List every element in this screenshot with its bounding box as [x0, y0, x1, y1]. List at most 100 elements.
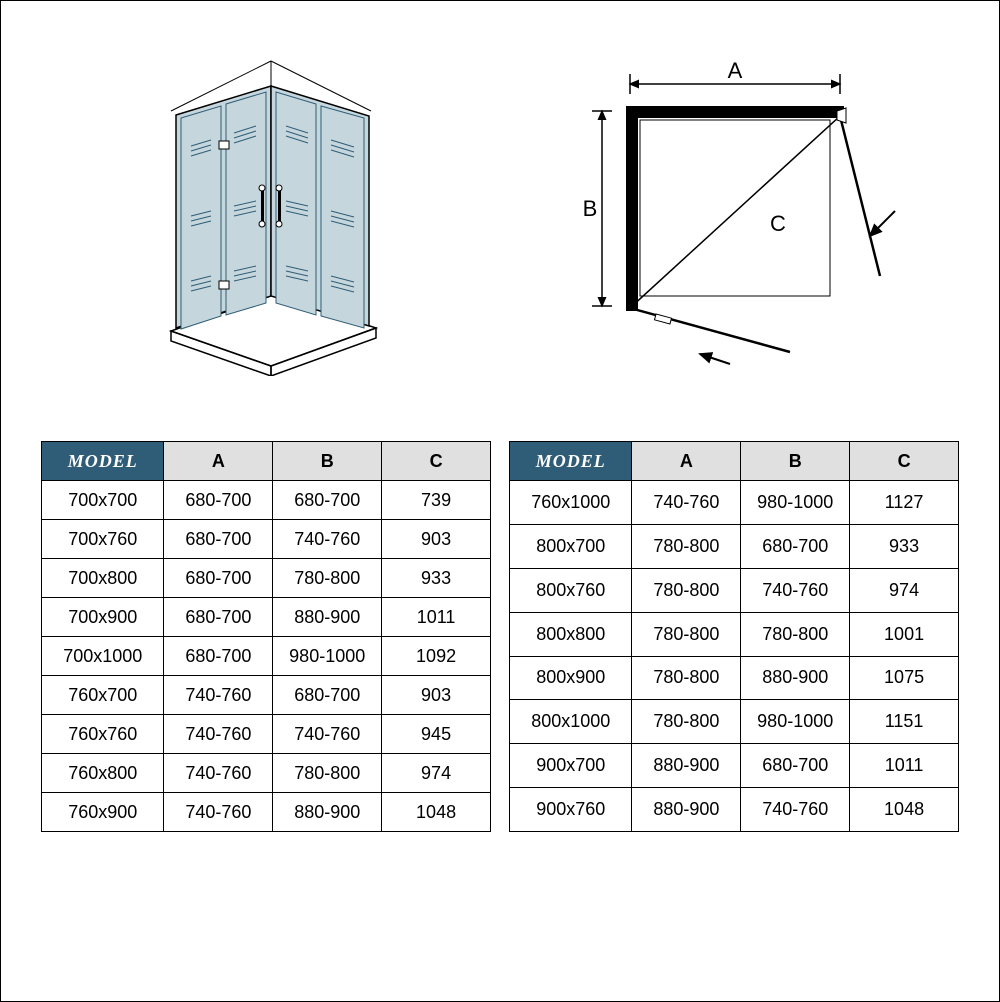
cell-model: 900x760 — [510, 788, 632, 832]
cell-model: 700x700 — [42, 481, 164, 520]
col-header-a: A — [632, 442, 741, 481]
cell-a: 880-900 — [632, 744, 741, 788]
cell-c: 974 — [850, 568, 959, 612]
table-row: 760x700740-760680-700903 — [42, 676, 491, 715]
cell-b: 680-700 — [741, 744, 850, 788]
cell-b: 680-700 — [741, 524, 850, 568]
cell-a: 680-700 — [164, 481, 273, 520]
cell-a: 680-700 — [164, 559, 273, 598]
cell-a: 780-800 — [632, 700, 741, 744]
col-header-a: A — [164, 442, 273, 481]
spec-table-right: MODEL A B C 760x1000740-760980-100011278… — [509, 441, 959, 832]
cell-c: 933 — [382, 559, 491, 598]
cell-model: 800x900 — [510, 656, 632, 700]
cell-c: 1011 — [382, 598, 491, 637]
cell-a: 680-700 — [164, 520, 273, 559]
cell-b: 740-760 — [273, 715, 382, 754]
cell-a: 740-760 — [164, 715, 273, 754]
cell-c: 1048 — [382, 793, 491, 832]
cell-b: 680-700 — [273, 676, 382, 715]
cell-model: 760x700 — [42, 676, 164, 715]
cell-c: 1001 — [850, 612, 959, 656]
product-plan-diagram: A B C — [500, 56, 959, 376]
cell-a: 780-800 — [632, 612, 741, 656]
col-header-c: C — [382, 442, 491, 481]
cell-a: 780-800 — [632, 568, 741, 612]
cell-c: 1011 — [850, 744, 959, 788]
cell-a: 680-700 — [164, 598, 273, 637]
cell-c: 903 — [382, 676, 491, 715]
cell-c: 945 — [382, 715, 491, 754]
table-row: 760x900740-760880-9001048 — [42, 793, 491, 832]
cell-c: 903 — [382, 520, 491, 559]
cell-model: 800x800 — [510, 612, 632, 656]
cell-c: 1075 — [850, 656, 959, 700]
dim-label-c: C — [770, 211, 786, 236]
table-row: 900x700880-900680-7001011 — [510, 744, 959, 788]
cell-a: 780-800 — [632, 656, 741, 700]
cell-b: 780-800 — [273, 559, 382, 598]
table-row: 700x900680-700880-9001011 — [42, 598, 491, 637]
cell-c: 974 — [382, 754, 491, 793]
cell-c: 933 — [850, 524, 959, 568]
cell-b: 880-900 — [741, 656, 850, 700]
table-row: 760x760740-760740-760945 — [42, 715, 491, 754]
cell-b: 980-1000 — [741, 700, 850, 744]
table-row: 700x760680-700740-760903 — [42, 520, 491, 559]
table-row: 700x1000680-700980-10001092 — [42, 637, 491, 676]
cell-b: 740-760 — [273, 520, 382, 559]
cell-model: 800x760 — [510, 568, 632, 612]
cell-b: 680-700 — [273, 481, 382, 520]
cell-c: 1151 — [850, 700, 959, 744]
cell-b: 780-800 — [741, 612, 850, 656]
table-row: 700x700680-700680-700739 — [42, 481, 491, 520]
dim-label-b: B — [582, 196, 597, 221]
cell-a: 740-760 — [164, 754, 273, 793]
table-row: 800x760780-800740-760974 — [510, 568, 959, 612]
cell-model: 760x760 — [42, 715, 164, 754]
cell-b: 880-900 — [273, 793, 382, 832]
cell-b: 740-760 — [741, 568, 850, 612]
col-header-c: C — [850, 442, 959, 481]
col-header-b: B — [273, 442, 382, 481]
col-header-model: MODEL — [510, 442, 632, 481]
col-header-b: B — [741, 442, 850, 481]
cell-a: 740-760 — [164, 676, 273, 715]
cell-b: 780-800 — [273, 754, 382, 793]
cell-c: 739 — [382, 481, 491, 520]
specification-sheet: A B C — [0, 0, 1000, 1002]
table-row: 800x900780-800880-9001075 — [510, 656, 959, 700]
cell-c: 1092 — [382, 637, 491, 676]
cell-b: 980-1000 — [741, 481, 850, 525]
cell-model: 700x800 — [42, 559, 164, 598]
cell-a: 740-760 — [164, 793, 273, 832]
cell-model: 700x1000 — [42, 637, 164, 676]
cell-a: 880-900 — [632, 788, 741, 832]
table-row: 700x800680-700780-800933 — [42, 559, 491, 598]
cell-model: 900x700 — [510, 744, 632, 788]
cell-b: 740-760 — [741, 788, 850, 832]
product-3d-diagram — [41, 56, 500, 376]
table-row: 760x1000740-760980-10001127 — [510, 481, 959, 525]
table-row: 900x760880-900740-7601048 — [510, 788, 959, 832]
table-row: 800x800780-800780-8001001 — [510, 612, 959, 656]
cell-model: 700x900 — [42, 598, 164, 637]
cell-a: 740-760 — [632, 481, 741, 525]
cell-c: 1127 — [850, 481, 959, 525]
cell-a: 680-700 — [164, 637, 273, 676]
table-row: 760x800740-760780-800974 — [42, 754, 491, 793]
cell-model: 800x1000 — [510, 700, 632, 744]
cell-model: 760x800 — [42, 754, 164, 793]
table-row: 800x700780-800680-700933 — [510, 524, 959, 568]
spec-table-left: MODEL A B C 700x700680-700680-700739700x… — [41, 441, 491, 832]
table-row: 800x1000780-800980-10001151 — [510, 700, 959, 744]
dim-label-a: A — [727, 58, 742, 83]
cell-model: 760x900 — [42, 793, 164, 832]
cell-a: 780-800 — [632, 524, 741, 568]
cell-model: 800x700 — [510, 524, 632, 568]
cell-model: 700x760 — [42, 520, 164, 559]
cell-c: 1048 — [850, 788, 959, 832]
cell-b: 980-1000 — [273, 637, 382, 676]
col-header-model: MODEL — [42, 442, 164, 481]
cell-model: 760x1000 — [510, 481, 632, 525]
